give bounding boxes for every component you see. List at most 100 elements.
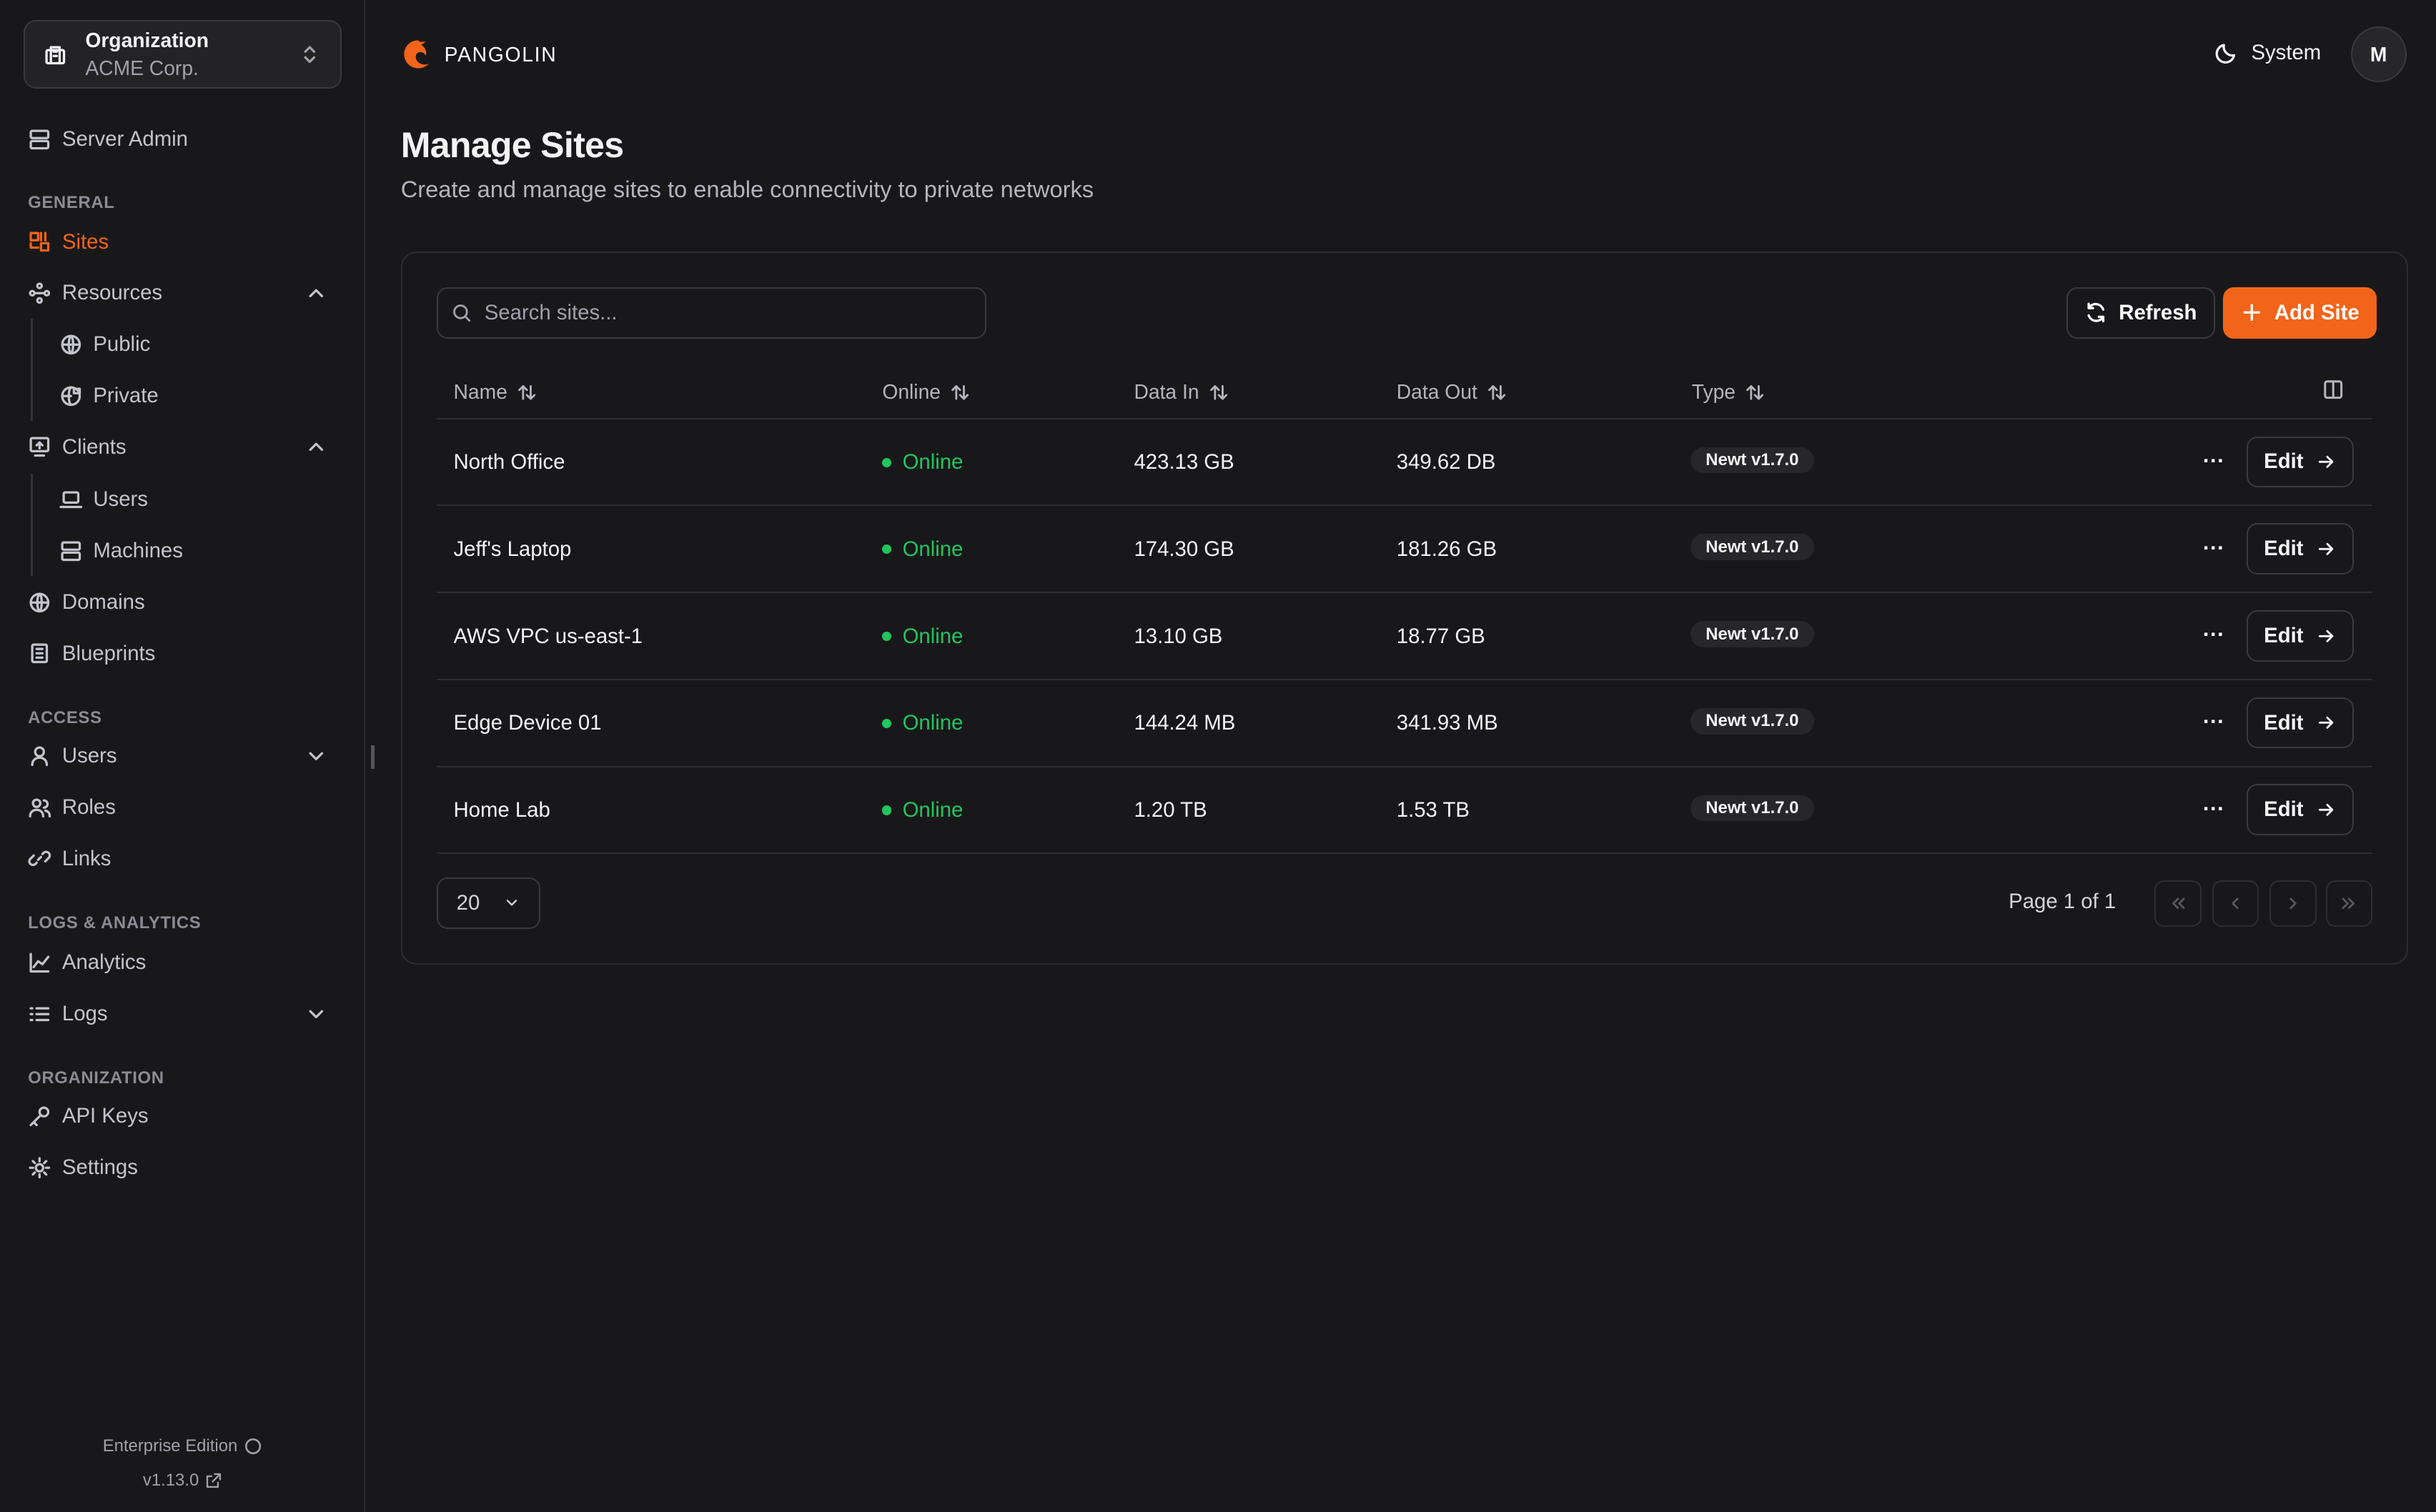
sidebar-item-blueprints[interactable]: Blueprints bbox=[28, 642, 339, 666]
sidebar-item-client-users[interactable]: Users bbox=[59, 487, 370, 512]
sidebar-resize-handle[interactable] bbox=[371, 745, 375, 769]
more-actions-icon[interactable]: ··· bbox=[2202, 535, 2225, 560]
label: API Keys bbox=[61, 1104, 149, 1128]
next-page-button[interactable] bbox=[2269, 880, 2317, 927]
type-badge: Newt v1.7.0 bbox=[1690, 707, 1815, 735]
column-data-out[interactable]: Data Out bbox=[1397, 380, 1507, 404]
label: Blueprints bbox=[61, 641, 156, 665]
column-data-in[interactable]: Data In bbox=[1134, 380, 1228, 404]
sidebar-item-users[interactable]: Users bbox=[28, 744, 339, 768]
sidebar-item-settings[interactable]: Settings bbox=[28, 1155, 339, 1180]
column-online[interactable]: Online bbox=[882, 380, 970, 404]
prev-page-button[interactable] bbox=[2212, 880, 2259, 927]
chevron-right-icon bbox=[2289, 897, 2297, 910]
edition-link[interactable]: Enterprise Edition bbox=[0, 1436, 365, 1456]
sidebar-item-logs[interactable]: Logs bbox=[28, 1002, 339, 1026]
edit-button[interactable]: Edit bbox=[2246, 436, 2354, 488]
sidebar-item-domains[interactable]: Domains bbox=[28, 590, 339, 615]
more-actions-icon[interactable]: ··· bbox=[2202, 796, 2225, 821]
edit-button[interactable]: Edit bbox=[2246, 523, 2354, 575]
sidebar-item-public[interactable]: Public bbox=[59, 332, 370, 357]
edit-button[interactable]: Edit bbox=[2246, 784, 2354, 836]
edit-label: Edit bbox=[2264, 710, 2304, 735]
arrow-right-icon bbox=[2318, 630, 2334, 642]
table-row: Home Lab Online 1.20 TB 1.53 TB Newt v1.… bbox=[436, 767, 2372, 855]
status-online: Online bbox=[882, 450, 963, 474]
more-actions-icon[interactable]: ··· bbox=[2202, 710, 2225, 735]
sidebar-item-private[interactable]: Private bbox=[59, 384, 370, 408]
status-label: Online bbox=[902, 624, 964, 648]
label: Private bbox=[93, 383, 159, 407]
sort-icon bbox=[1746, 384, 1764, 400]
status-label: Online bbox=[902, 711, 964, 735]
label: Machines bbox=[93, 539, 183, 563]
refresh-icon bbox=[2087, 302, 2105, 323]
add-site-button[interactable]: Add Site bbox=[2223, 287, 2377, 339]
search-input[interactable]: Search sites... bbox=[436, 287, 986, 339]
last-page-button[interactable] bbox=[2325, 880, 2372, 927]
columns-icon[interactable] bbox=[2322, 379, 2344, 400]
data-out: 181.26 GB bbox=[1396, 537, 1497, 561]
theme-toggle[interactable]: System bbox=[2215, 41, 2321, 65]
more-actions-icon[interactable]: ··· bbox=[2202, 448, 2225, 473]
refresh-button[interactable]: Refresh bbox=[2066, 287, 2216, 339]
search-icon bbox=[453, 304, 471, 322]
sidebar-item-resources[interactable]: Resources bbox=[28, 281, 339, 305]
site-name: North Office bbox=[453, 450, 565, 474]
label: Roles bbox=[61, 795, 116, 819]
status-dot bbox=[882, 544, 892, 554]
github-icon bbox=[244, 1438, 262, 1455]
edit-button[interactable]: Edit bbox=[2246, 697, 2354, 749]
building-icon bbox=[45, 46, 65, 64]
sidebar-item-machines[interactable]: Machines bbox=[59, 539, 370, 563]
site-name: Jeff's Laptop bbox=[453, 537, 572, 561]
first-page-button[interactable] bbox=[2154, 880, 2202, 927]
section-logs: LOGS & ANALYTICS bbox=[28, 913, 202, 933]
sidebar-item-sites[interactable]: Sites bbox=[28, 230, 339, 254]
add-label: Add Site bbox=[2274, 300, 2360, 324]
column-label: Type bbox=[1691, 380, 1736, 404]
chevron-left-icon bbox=[2232, 897, 2239, 910]
server-icon bbox=[61, 541, 81, 562]
chevrons-left-icon bbox=[2172, 897, 2185, 910]
label: Domains bbox=[61, 590, 145, 614]
status-dot bbox=[882, 718, 892, 728]
table-row: AWS VPC us-east-1 Online 13.10 GB 18.77 … bbox=[436, 593, 2372, 680]
label: Public bbox=[93, 332, 151, 357]
sidebar-item-links[interactable]: Links bbox=[28, 847, 339, 871]
column-label: Online bbox=[882, 380, 941, 404]
user-icon bbox=[31, 746, 49, 766]
sidebar-item-roles[interactable]: Roles bbox=[28, 795, 339, 820]
section-organization: ORGANIZATION bbox=[28, 1068, 164, 1088]
data-out: 341.93 MB bbox=[1396, 711, 1498, 735]
chevron-down-icon bbox=[506, 900, 518, 906]
edit-button[interactable]: Edit bbox=[2246, 610, 2354, 662]
avatar[interactable]: M bbox=[2350, 26, 2407, 83]
status-label: Online bbox=[902, 450, 964, 474]
arrow-right-icon bbox=[2318, 455, 2334, 468]
type-badge: Newt v1.7.0 bbox=[1690, 534, 1815, 561]
label: Links bbox=[61, 846, 112, 870]
column-name[interactable]: Name bbox=[453, 380, 537, 404]
sidebar-item-server-admin[interactable]: Server Admin bbox=[28, 127, 339, 151]
page-size-select[interactable]: 20 bbox=[436, 877, 541, 929]
column-type[interactable]: Type bbox=[1692, 380, 1766, 404]
data-in: 13.10 GB bbox=[1134, 624, 1223, 648]
type-badge: Newt v1.7.0 bbox=[1690, 621, 1815, 647]
version-link[interactable]: v1.13.0 bbox=[0, 1471, 365, 1491]
sidebar-item-clients[interactable]: Clients bbox=[28, 435, 339, 459]
table-row: North Office Online 423.13 GB 349.62 DB … bbox=[436, 419, 2372, 507]
label: Server Admin bbox=[61, 127, 188, 151]
sidebar-item-analytics[interactable]: Analytics bbox=[28, 950, 339, 975]
type-badge: Newt v1.7.0 bbox=[1690, 795, 1815, 822]
data-out: 349.62 DB bbox=[1396, 450, 1496, 474]
status-online: Online bbox=[882, 798, 963, 822]
more-actions-icon[interactable]: ··· bbox=[2202, 622, 2225, 647]
sidebar-item-api-keys[interactable]: API Keys bbox=[28, 1104, 339, 1128]
status-online: Online bbox=[882, 711, 963, 735]
sites-icon bbox=[29, 232, 50, 252]
status-label: Online bbox=[902, 797, 964, 822]
logo[interactable]: PANGOLIN bbox=[401, 37, 558, 71]
org-switcher[interactable]: Organization ACME Corp. bbox=[23, 20, 342, 89]
chevron-up-icon bbox=[309, 442, 324, 452]
